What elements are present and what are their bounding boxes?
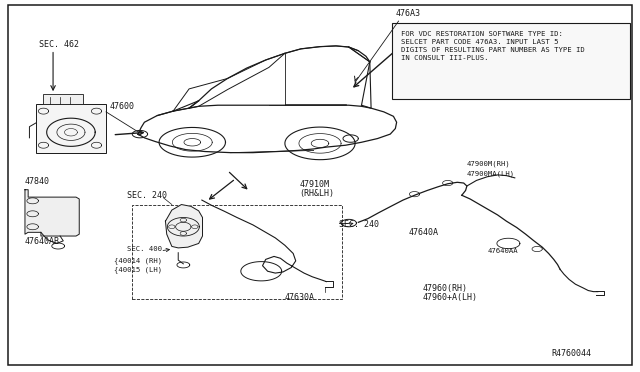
Text: 47640A: 47640A <box>408 228 438 237</box>
Text: FOR VDC RESTORATION SOFTWARE TYPE ID:
SELCET PART CODE 476A3. INPUT LAST 5
DIGIT: FOR VDC RESTORATION SOFTWARE TYPE ID: SE… <box>401 31 585 61</box>
Bar <box>36 105 106 153</box>
Text: 47640AA: 47640AA <box>487 248 518 254</box>
Text: {40015 (LH): {40015 (LH) <box>115 266 163 273</box>
Text: 47900M(RH): 47900M(RH) <box>467 161 511 167</box>
Text: SEC. 240: SEC. 240 <box>127 191 167 200</box>
Bar <box>44 94 83 105</box>
Text: 476A3: 476A3 <box>396 9 420 18</box>
Text: 47840: 47840 <box>25 177 50 186</box>
Text: (RH&LH): (RH&LH) <box>300 189 335 198</box>
Polygon shape <box>25 190 79 236</box>
Text: 47900MA(LH): 47900MA(LH) <box>467 171 515 177</box>
Text: SEC. 400: SEC. 400 <box>127 246 166 252</box>
Bar <box>132 205 342 299</box>
Text: {40014 (RH): {40014 (RH) <box>115 257 163 264</box>
Text: 47960(RH): 47960(RH) <box>422 283 467 292</box>
Text: SEC. 462: SEC. 462 <box>39 40 79 49</box>
Text: SEC. 240: SEC. 240 <box>339 220 379 229</box>
Text: 47640AB: 47640AB <box>25 237 60 246</box>
Text: 47960+A(LH): 47960+A(LH) <box>422 293 477 302</box>
Text: 47630A: 47630A <box>285 293 315 302</box>
Text: R4760044: R4760044 <box>551 349 591 358</box>
Text: 47910M: 47910M <box>300 180 330 189</box>
Polygon shape <box>166 205 202 248</box>
Text: 47600: 47600 <box>109 102 134 111</box>
Bar <box>392 23 630 99</box>
